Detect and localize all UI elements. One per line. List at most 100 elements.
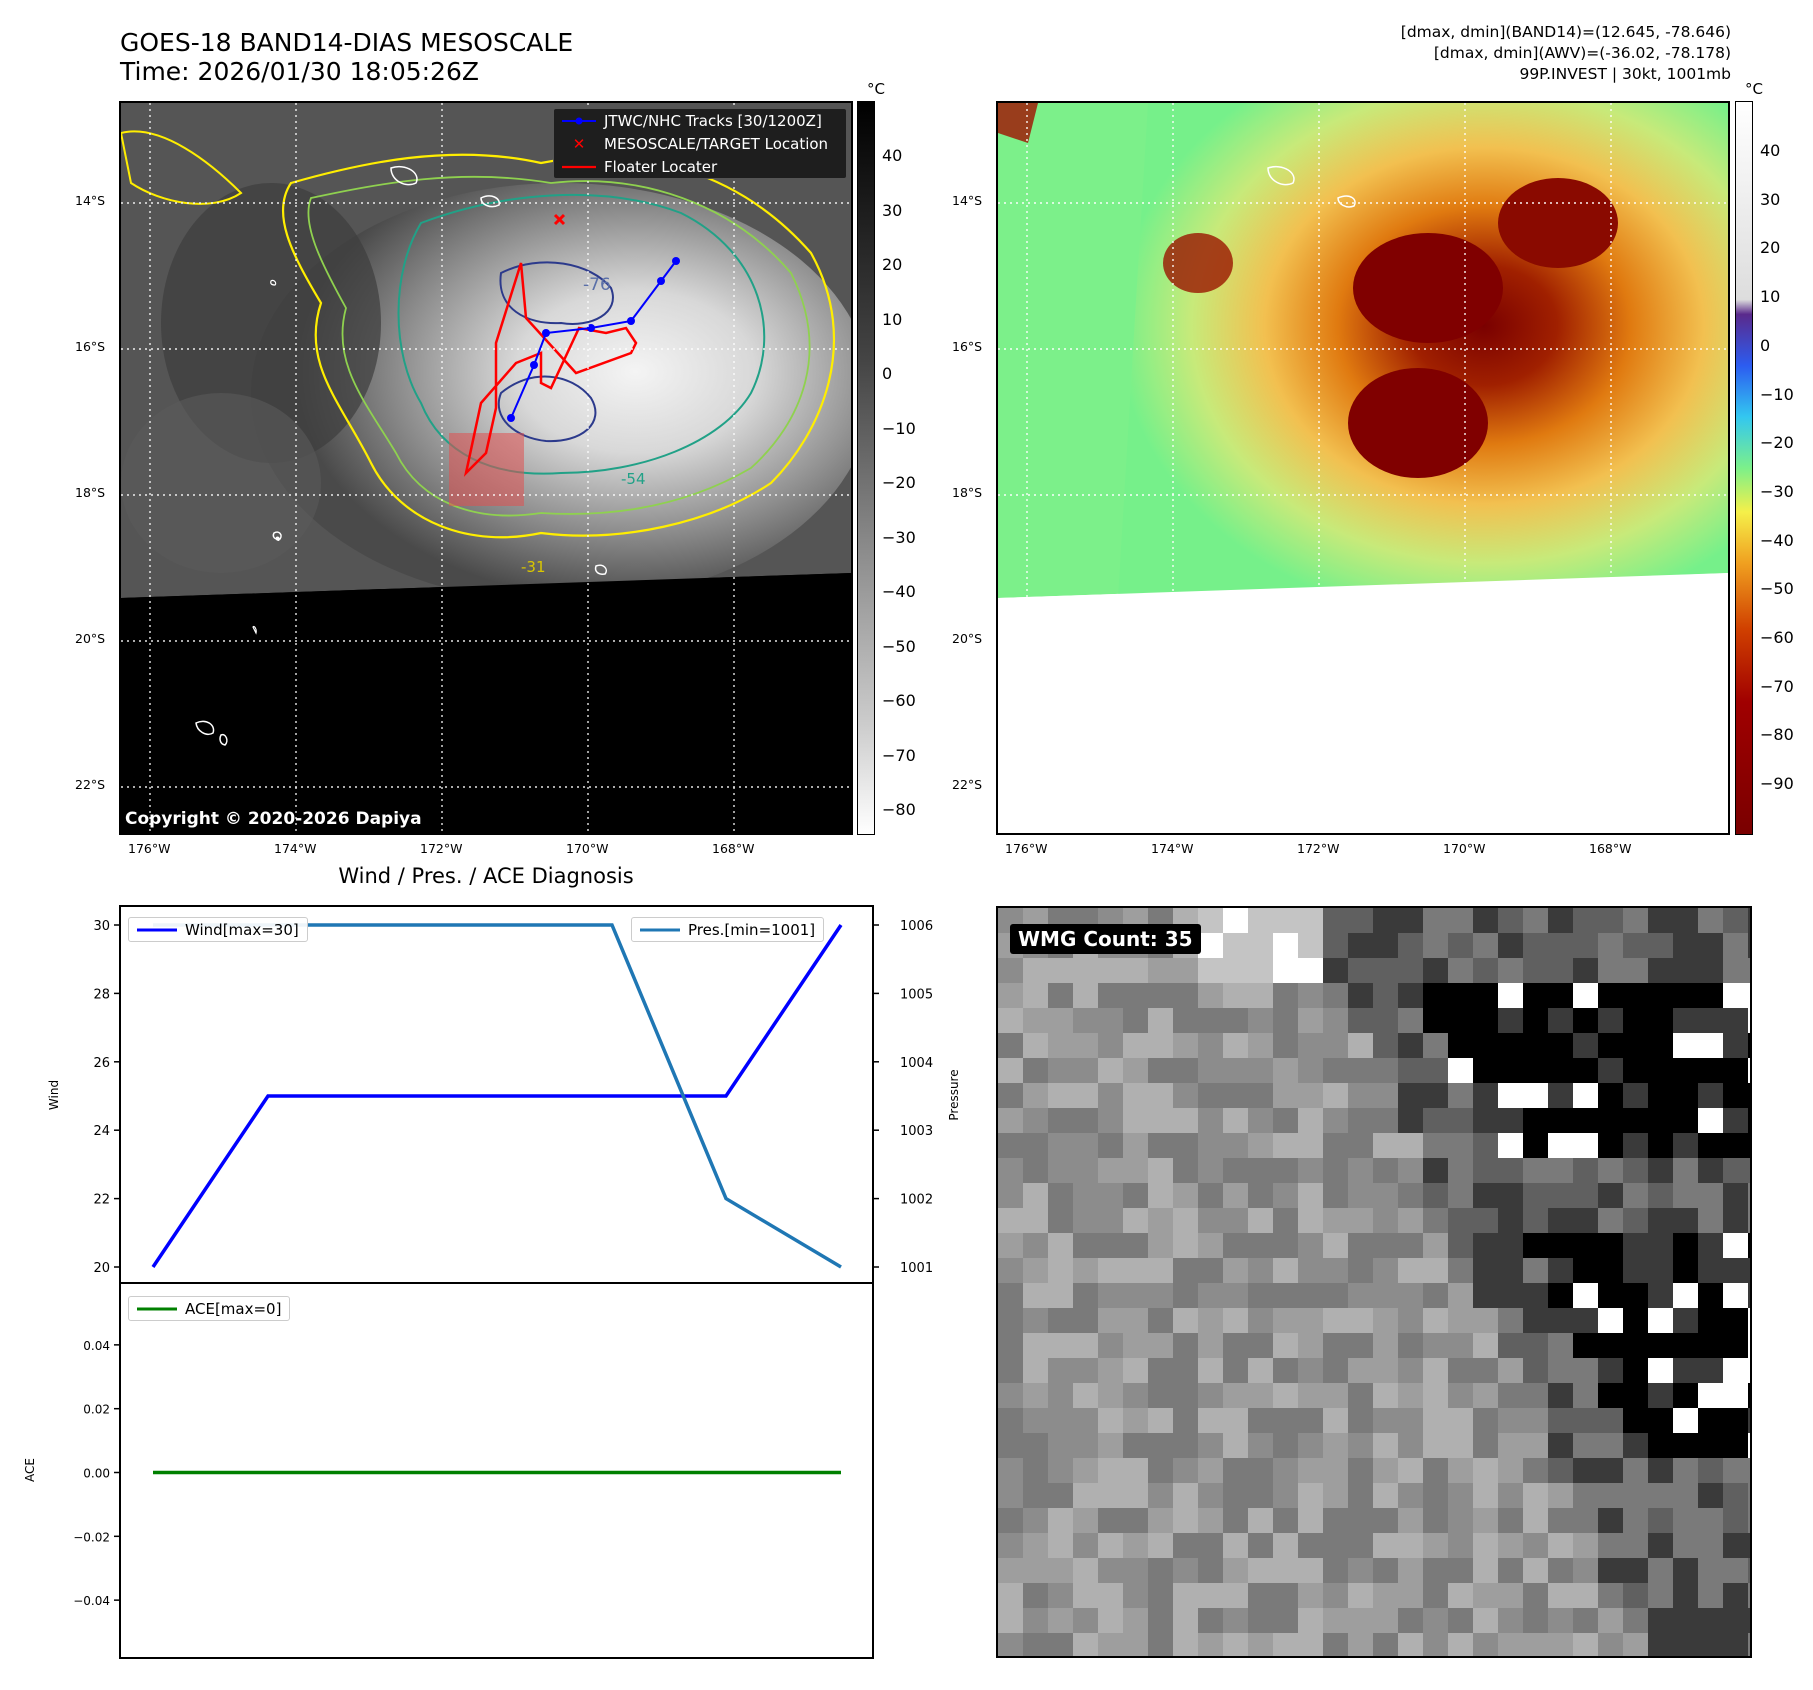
wmg-pixel <box>1348 1308 1373 1333</box>
wmg-pixel <box>1098 1383 1123 1408</box>
wmg-pixel <box>1098 1008 1123 1033</box>
wmg-pixel <box>1498 1458 1523 1483</box>
wmg-pixel <box>1098 1408 1123 1433</box>
wmg-pixel <box>1148 1008 1173 1033</box>
wmg-pixel <box>1048 1033 1073 1058</box>
wmg-pixel <box>1673 1508 1698 1533</box>
wmg-pixel <box>1473 983 1498 1008</box>
lon-tick-label: 170°W <box>1443 841 1486 856</box>
wmg-pixel <box>1123 1233 1148 1258</box>
wmg-pixel <box>1073 1158 1098 1183</box>
wind-line-icon <box>137 928 177 931</box>
wmg-pixel <box>1473 1083 1498 1108</box>
wmg-pixel <box>1523 933 1548 958</box>
wmg-pixel <box>1323 1233 1348 1258</box>
wmg-pixel <box>1473 1233 1498 1258</box>
wmg-pixel <box>1598 1258 1623 1283</box>
wmg-pixel <box>1623 1433 1648 1458</box>
wmg-pixel <box>1723 1508 1748 1533</box>
wmg-pixel <box>1523 1058 1548 1083</box>
wmg-pixel <box>1448 1033 1473 1058</box>
wmg-pixel <box>1423 1508 1448 1533</box>
wmg-pixel <box>1473 1583 1498 1608</box>
wmg-pixel <box>1423 1458 1448 1483</box>
wmg-pixel <box>1073 1483 1098 1508</box>
wmg-pixel <box>1023 1033 1048 1058</box>
wmg-pixel <box>1198 1208 1223 1233</box>
wmg-count-label: WMG Count: 35 <box>1010 924 1201 954</box>
wmg-pixel <box>1623 1383 1648 1408</box>
wmg-pixel <box>1573 1108 1598 1133</box>
wmg-pixel <box>1373 983 1398 1008</box>
wmg-pixel <box>1723 1608 1748 1633</box>
colorbar-tick-label: −80 <box>882 800 916 819</box>
wmg-pixel <box>1323 1083 1348 1108</box>
wmg-pixel <box>1423 1308 1448 1333</box>
track-line-marker-icon <box>562 117 596 124</box>
wmg-pixel <box>1223 1308 1248 1333</box>
wmg-pixel <box>1198 1058 1223 1083</box>
wmg-pixel <box>1373 1183 1398 1208</box>
wmg-pixel <box>1498 1508 1523 1533</box>
wmg-pixel <box>1298 1258 1323 1283</box>
wmg-pixel <box>1623 1333 1648 1358</box>
wmg-pixel <box>1473 933 1498 958</box>
wmg-pixel <box>1173 1008 1198 1033</box>
wmg-pixel <box>998 1233 1023 1258</box>
wmg-pixel <box>1498 1533 1523 1558</box>
wmg-pixel <box>1398 1383 1423 1408</box>
wmg-pixel <box>1023 1233 1048 1258</box>
wmg-pixel <box>1373 1283 1398 1308</box>
wmg-pixel <box>1173 1133 1198 1158</box>
wmg-pixel <box>1298 1608 1323 1633</box>
wmg-pixel <box>1348 1583 1373 1608</box>
wmg-pixel <box>1123 1158 1148 1183</box>
wmg-pixel <box>1423 983 1448 1008</box>
wmg-pixel <box>1098 1358 1123 1383</box>
wmg-pixel <box>1123 1308 1148 1333</box>
wmg-pixel <box>1698 1333 1723 1358</box>
wmg-pixel <box>1098 1133 1123 1158</box>
wmg-pixel <box>1673 1483 1698 1508</box>
wmg-pixel <box>1648 1408 1673 1433</box>
wmg-pixel <box>998 1183 1023 1208</box>
wmg-pixel <box>1223 1483 1248 1508</box>
wmg-pixel <box>1698 958 1723 983</box>
wmg-pixel <box>1298 958 1323 983</box>
wmg-pixel <box>1673 1233 1698 1258</box>
wmg-pixel <box>1023 1008 1048 1033</box>
wmg-pixel <box>1323 1133 1348 1158</box>
wmg-pixel <box>1298 1183 1323 1208</box>
wmg-pixel <box>1448 1208 1473 1233</box>
wmg-image <box>998 908 1750 1656</box>
wmg-pixel <box>1298 1058 1323 1083</box>
wmg-pixel <box>1673 1283 1698 1308</box>
wmg-pixel <box>1323 1483 1348 1508</box>
wmg-pixel <box>1748 1158 1750 1183</box>
wmg-pixel <box>1273 908 1298 933</box>
wmg-pixel <box>1698 1183 1723 1208</box>
wmg-pixel <box>1223 1183 1248 1208</box>
wmg-pixel <box>1448 1608 1473 1633</box>
wmg-pixel <box>1498 1108 1523 1133</box>
wmg-pixel <box>1398 1008 1423 1033</box>
wmg-pixel <box>1698 1158 1723 1183</box>
wmg-pixel <box>1673 1458 1698 1483</box>
wmg-pixel <box>1673 1158 1698 1183</box>
wmg-pixel <box>1648 1383 1673 1408</box>
wmg-pixel <box>1748 958 1750 983</box>
colorbar-tick-label: −90 <box>1760 774 1794 794</box>
wmg-pixel <box>1598 908 1623 933</box>
wmg-pixel <box>1523 1008 1548 1033</box>
wmg-pixel <box>1598 1283 1623 1308</box>
colorbar-tick-label: 40 <box>882 146 903 165</box>
wmg-pixel <box>1598 1158 1623 1183</box>
wmg-pixel <box>1598 1183 1623 1208</box>
wmg-pixel <box>1098 1083 1123 1108</box>
wmg-pixel <box>1498 1258 1523 1283</box>
wmg-pixel <box>1723 1258 1748 1283</box>
colorbar-tick-label: −30 <box>882 527 916 547</box>
wmg-pixel <box>1573 1008 1598 1033</box>
wmg-pixel <box>1273 1608 1298 1633</box>
lon-tick-label: 168°W <box>1589 841 1632 856</box>
